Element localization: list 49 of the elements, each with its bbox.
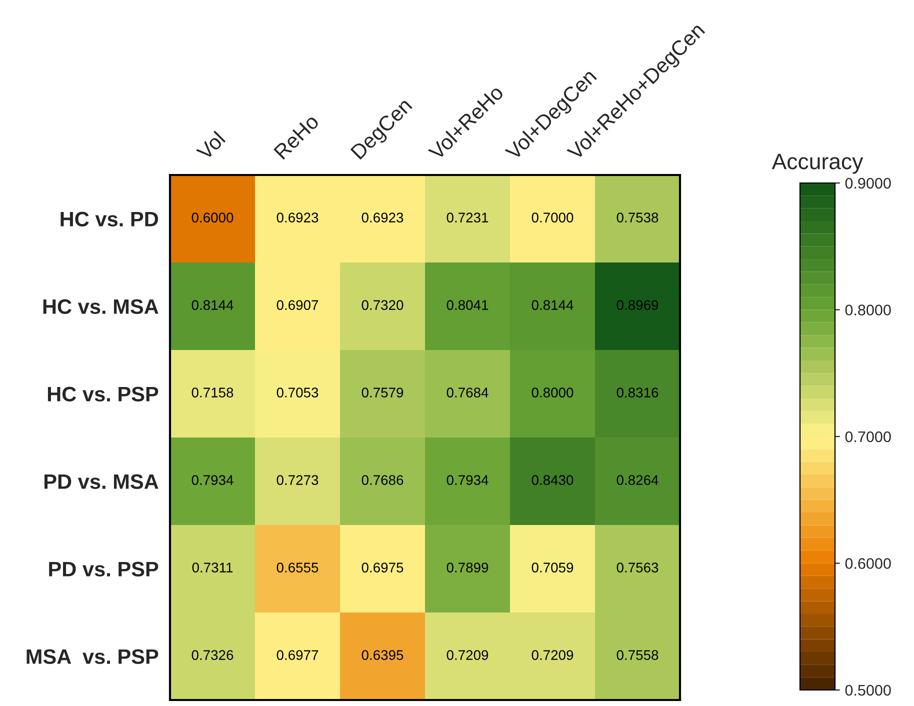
color-bar-label: 0.8000 xyxy=(845,304,891,316)
color-bar-label: 0.7000 xyxy=(845,431,891,442)
data-label: 0.7326 xyxy=(192,650,234,660)
data-label: 0.7053 xyxy=(276,388,318,398)
data-label: 0.7934 xyxy=(192,475,234,485)
y-tick-label: HC vs. MSA xyxy=(43,299,158,314)
data-label: 0.7538 xyxy=(616,212,658,222)
data-label: 0.8144 xyxy=(532,300,574,310)
data-label: 0.7209 xyxy=(446,650,488,660)
y-tick-label: PD vs. MSA xyxy=(44,474,158,490)
data-label: 0.8000 xyxy=(532,388,574,398)
data-label: 0.6923 xyxy=(362,212,404,222)
data-label: 0.7579 xyxy=(362,388,404,398)
y-tick-label: MSA vs. PSP xyxy=(26,649,158,664)
y-tick-label: HC vs. PSP xyxy=(48,386,158,402)
data-label: 0.7209 xyxy=(532,650,574,660)
data-label: 0.7899 xyxy=(446,562,488,572)
color-bar-label: 0.5000 xyxy=(845,684,891,696)
data-label: 0.6975 xyxy=(362,562,404,572)
data-label: 0.8264 xyxy=(616,475,658,485)
data-label: 0.7934 xyxy=(446,475,488,485)
data-label: 0.7158 xyxy=(192,388,234,398)
color-bar-label: 0.9000 xyxy=(845,178,891,189)
data-label: 0.7059 xyxy=(532,562,574,572)
data-label: 0.6555 xyxy=(276,562,318,572)
data-label: 0.7558 xyxy=(616,650,658,660)
data-label: 0.7563 xyxy=(616,562,658,572)
data-label: 0.7311 xyxy=(192,562,233,572)
data-label: 0.8430 xyxy=(532,475,574,485)
color-bar-title: Accuracy xyxy=(772,154,864,174)
data-label: 0.8144 xyxy=(192,300,234,310)
data-label: 0.7684 xyxy=(446,388,488,398)
color-bar-label: 0.6000 xyxy=(845,558,891,569)
data-label: 0.8041 xyxy=(446,300,488,310)
data-label: 0.7686 xyxy=(362,475,404,485)
data-label: 0.7320 xyxy=(362,300,404,310)
data-label: 0.6395 xyxy=(362,650,404,660)
data-label: 0.6907 xyxy=(276,300,318,310)
data-label: 0.6000 xyxy=(192,212,234,222)
data-label: 0.8316 xyxy=(616,388,658,398)
data-label: 0.7273 xyxy=(276,475,318,485)
data-label: 0.6923 xyxy=(276,212,318,222)
y-tick-label: PD vs. PSP xyxy=(49,562,158,577)
data-label: 0.8969 xyxy=(616,300,658,310)
data-label: 0.7000 xyxy=(532,212,574,222)
data-label: 0.7231 xyxy=(446,212,488,222)
data-label: 0.6977 xyxy=(276,650,318,660)
x-tick-label: Vol xyxy=(195,130,226,161)
y-tick-label: HC vs. PD xyxy=(60,212,158,227)
